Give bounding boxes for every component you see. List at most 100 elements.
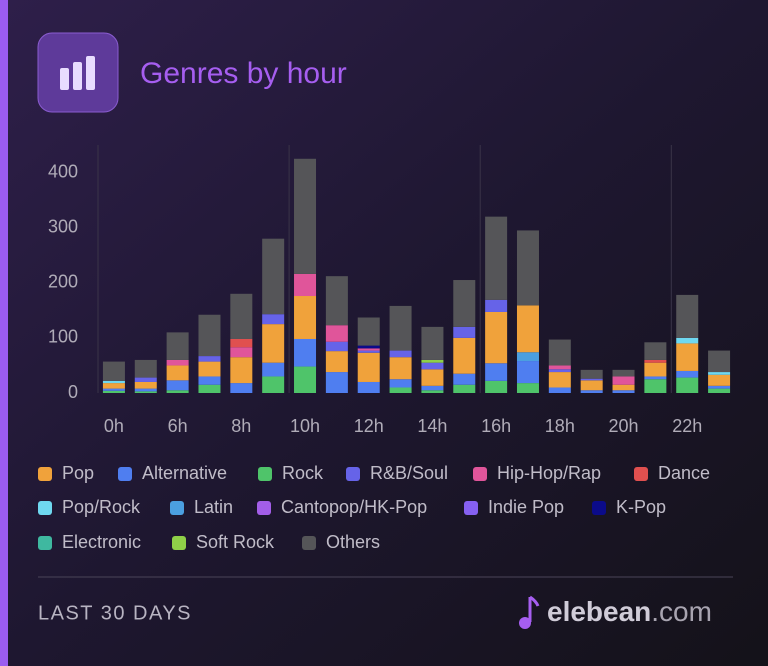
bar-segment <box>357 345 380 349</box>
chart-icon <box>60 56 95 90</box>
bar-segment <box>453 373 476 385</box>
bar-segment <box>134 381 157 389</box>
bar-segment <box>612 369 635 377</box>
bar-segment <box>708 374 731 386</box>
bar-segment <box>421 390 444 393</box>
bar-segment <box>134 388 157 392</box>
bar-segment <box>516 383 539 393</box>
accent-stripe <box>0 0 8 666</box>
bar-segment <box>294 366 317 393</box>
bar-segment <box>676 294 699 338</box>
bar-segment <box>421 362 444 370</box>
bar-segment <box>198 361 221 377</box>
legend-swatch <box>257 501 271 515</box>
bar-segment <box>708 350 731 373</box>
bar-segment <box>325 341 348 352</box>
y-tick-label: 0 <box>68 382 78 402</box>
period-label: LAST 30 DAYS <box>38 602 192 624</box>
y-tick-label: 300 <box>48 216 78 236</box>
bar-segment <box>102 390 125 393</box>
legend-label: Indie Pop <box>488 497 564 517</box>
bar-segment <box>548 339 571 366</box>
bar-segment <box>102 383 125 389</box>
bar-segment <box>166 365 189 381</box>
bar-segment <box>516 305 539 353</box>
legend-label: Cantopop/HK-Pop <box>281 497 427 517</box>
legend-label: K-Pop <box>616 497 666 517</box>
x-tick-label: 16h <box>481 416 511 436</box>
bar-segment <box>294 296 317 339</box>
bar-segment <box>166 380 189 391</box>
bar-segment <box>294 273 317 297</box>
bar-segment <box>357 317 380 346</box>
legend-swatch <box>118 467 132 481</box>
bar-segment <box>644 376 667 380</box>
legend-label: Alternative <box>142 463 227 483</box>
legend-label: Pop/Rock <box>62 497 141 517</box>
bar-segment <box>134 391 157 393</box>
bar-segment <box>325 351 348 373</box>
legend-swatch <box>473 467 487 481</box>
bar-segment <box>453 280 476 327</box>
x-tick-label: 22h <box>672 416 702 436</box>
bar-segment <box>612 390 635 393</box>
bar-segment <box>516 230 539 306</box>
bar-segment <box>676 370 699 378</box>
bar-segment <box>421 385 444 391</box>
bar-segment <box>708 372 731 375</box>
bar-segment <box>548 369 571 373</box>
bar-segment <box>389 387 412 393</box>
bar-segment <box>198 384 221 393</box>
x-tick-label: 6h <box>168 416 188 436</box>
bar-segment <box>548 365 571 370</box>
bar-segment <box>421 359 444 363</box>
bar-segment <box>166 359 189 366</box>
bar-segment <box>389 357 412 380</box>
bar-segment <box>166 332 189 360</box>
x-tick-label: 12h <box>354 416 384 436</box>
bar-segment <box>230 347 253 358</box>
bar-segment <box>708 385 731 389</box>
bar-segment <box>325 276 348 326</box>
bar-segment <box>230 338 253 348</box>
bar-segment <box>357 352 380 382</box>
bar-segment <box>357 350 380 353</box>
bar-segment <box>612 376 635 385</box>
bar-segment <box>262 314 285 325</box>
bar-segment <box>421 369 444 386</box>
bar-segment <box>262 376 285 393</box>
bar-segment <box>389 305 412 351</box>
bar-segment <box>580 369 603 379</box>
bar-segment <box>198 356 221 362</box>
bar-segment <box>580 380 603 391</box>
brand: elebean.com <box>547 596 712 627</box>
bar-segment <box>262 238 285 315</box>
bar-segment <box>262 324 285 363</box>
bar-segment <box>453 326 476 338</box>
brand-domain: .com <box>651 596 712 627</box>
bar-segment <box>485 299 508 312</box>
legend-swatch <box>346 467 360 481</box>
chart-title: Genres by hour <box>140 57 347 90</box>
bar-segment <box>485 363 508 381</box>
legend-swatch <box>38 536 52 550</box>
bar-segment <box>548 387 571 393</box>
brand-logo <box>519 595 540 629</box>
legend-label: Pop <box>62 463 94 483</box>
bar-segment <box>198 376 221 385</box>
x-tick-label: 14h <box>417 416 447 436</box>
bar-segment <box>644 359 667 363</box>
legend-swatch <box>464 501 478 515</box>
bar-segment <box>516 352 539 362</box>
x-tick-label: 8h <box>231 416 251 436</box>
bar-segment <box>485 380 508 393</box>
bar-segment <box>612 384 635 391</box>
legend-label: Dance <box>658 463 710 483</box>
bar-segment <box>230 357 253 384</box>
bar-segment <box>134 377 157 382</box>
bar-segment <box>294 338 317 367</box>
bar-segment <box>644 379 667 393</box>
